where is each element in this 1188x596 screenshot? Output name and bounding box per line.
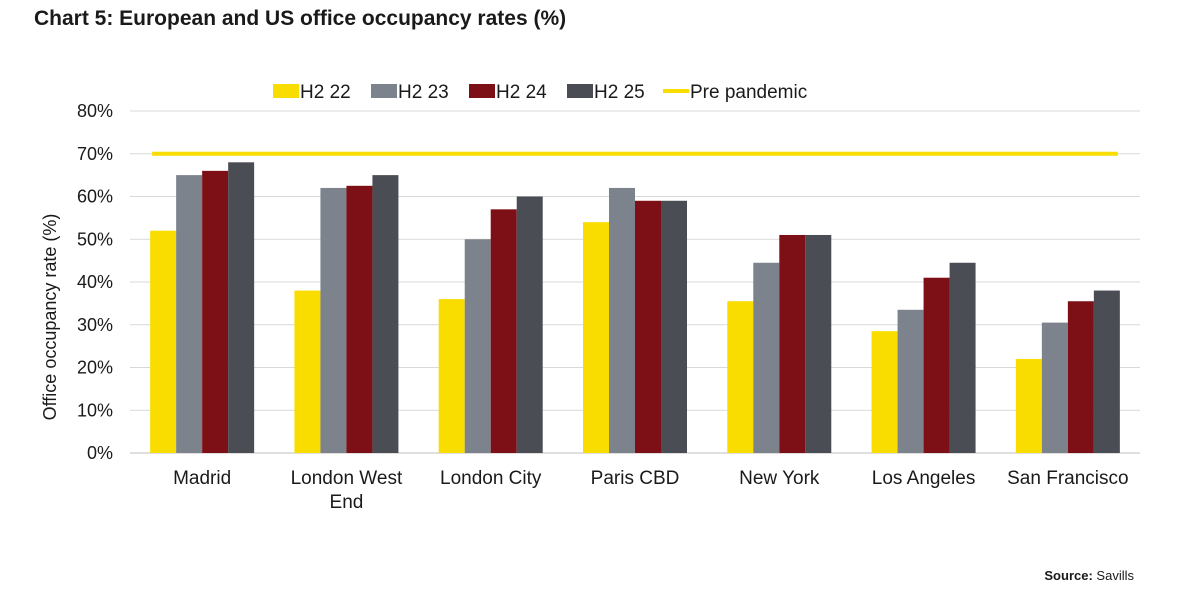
legend-label: Pre pandemic [690,82,807,103]
legend-item-h2-25: H2 25 [567,82,645,103]
bar-h2-22-madrid [150,230,177,453]
x-tick-label: London West End [291,468,403,513]
legend-swatch [371,84,397,98]
y-tick-label: 70% [77,144,113,164]
bars [150,162,1120,454]
bar-h2-24-san-francisco [1067,301,1094,453]
legend-item-h2-23: H2 23 [371,82,449,103]
y-tick-label: 40% [77,272,113,292]
bar-h2-25-london-city [516,196,543,453]
x-tick-label: San Francisco [1007,468,1128,489]
bar-h2-23-paris-cbd [609,187,635,453]
bar-h2-24-london-west-end [346,185,373,453]
y-tick-label: 50% [77,229,113,249]
legend-item-h2-24: H2 24 [469,82,547,103]
legend-swatch [469,84,495,98]
legend-item-h2-22: H2 22 [273,82,351,103]
legend-label: H2 23 [398,82,449,103]
bar-h2-23-san-francisco [1041,322,1068,453]
x-tick-label: Los Angeles [872,468,976,489]
bar-h2-24-new-york [779,234,806,453]
bar-h2-23-los-angeles [897,309,924,453]
x-axis: Madrid London West End London City Paris CBD… [173,468,1128,513]
x-tick-label: Madrid [173,468,231,489]
bar-h2-23-madrid [176,175,203,453]
bar-h2-25-london-west-end [372,175,399,453]
y-axis: 0% 10% 20% 30% 40% 50% 60% 70% 80% [77,101,113,463]
bar-h2-22-london-city [438,299,465,453]
bar-h2-24-madrid [202,170,229,453]
bar-h2-25-madrid [228,162,255,454]
legend-label: H2 22 [300,82,351,103]
bar-h2-25-san-francisco [1093,290,1120,453]
bar-h2-22-london-west-end [294,290,321,453]
bar-h2-24-los-angeles [923,277,950,453]
y-tick-label: 60% [77,187,113,207]
source-note: Source: Savills [1044,568,1134,583]
legend-swatch [273,84,299,98]
bar-h2-23-london-city [464,239,491,453]
bar-h2-23-london-west-end [320,187,347,453]
y-axis-label: Office occupancy rate (%) [40,214,60,421]
bar-h2-23-new-york [753,262,780,453]
bar-h2-22-los-angeles [871,331,898,453]
x-tick-label: London City [440,468,542,489]
legend-item-pre-pandemic: Pre pandemic [663,82,807,103]
legend-label: H2 24 [496,82,547,103]
x-tick-label: Paris CBD [591,468,680,489]
bar-h2-22-san-francisco [1015,358,1042,453]
legend-label: H2 25 [594,82,645,103]
x-tick-label: New York [739,468,820,489]
bar-h2-22-paris-cbd [583,222,609,453]
y-tick-label: 0% [87,443,113,463]
bar-h2-25-new-york [805,234,832,453]
legend: H2 22 H2 23 H2 24 H2 25 Pre pandemic [273,82,807,103]
bar-h2-25-paris-cbd [661,200,687,453]
source-value: Savills [1096,568,1134,583]
bar-h2-22-new-york [727,301,754,453]
chart-title: Chart 5: European and US office occupanc… [34,7,567,30]
y-tick-label: 80% [77,101,113,121]
y-tick-label: 10% [77,400,113,420]
y-tick-label: 20% [77,358,113,378]
y-tick-label: 30% [77,315,113,335]
source-label: Source: [1044,568,1093,583]
bar-h2-25-los-angeles [949,262,976,453]
bar-h2-24-paris-cbd [635,200,661,453]
bar-h2-24-london-city [490,209,517,453]
legend-swatch [567,84,593,98]
